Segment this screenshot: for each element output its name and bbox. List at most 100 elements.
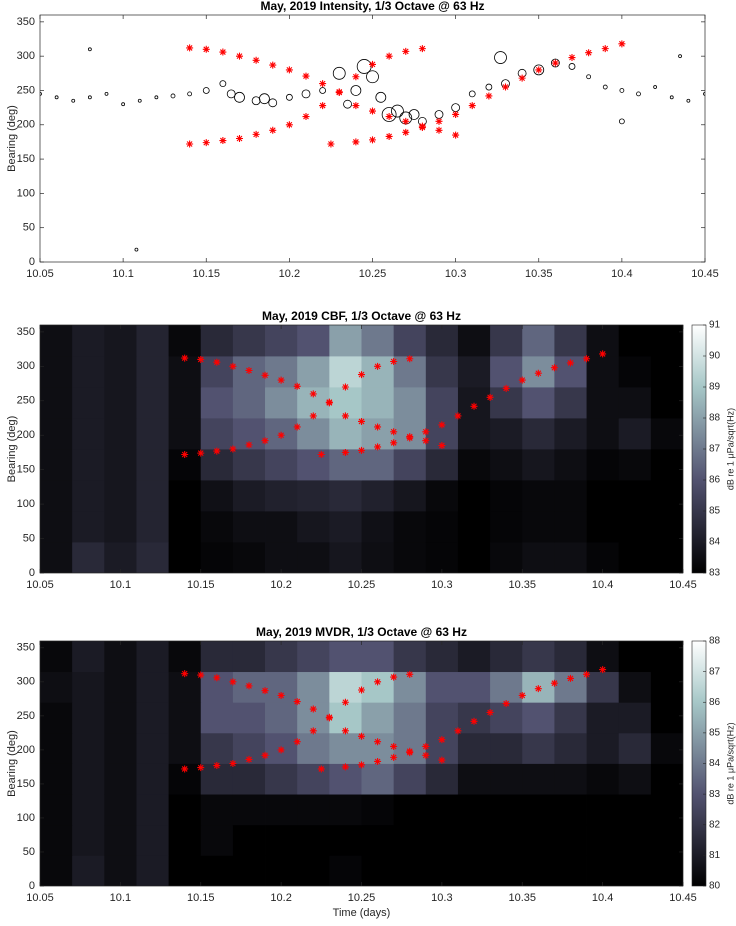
heatmap-cell: [554, 418, 587, 450]
heatmap-cell: [297, 794, 330, 826]
track-point: [325, 398, 333, 406]
heatmap-cell: [457, 480, 491, 512]
heatmap-cell: [650, 702, 683, 734]
scatter-point: [375, 91, 387, 103]
heatmap-cell: [490, 449, 523, 481]
track-point: [341, 698, 349, 706]
track-point: [181, 670, 189, 678]
track-point: [277, 691, 285, 699]
heatmap-cell: [650, 387, 683, 419]
track-point: [601, 45, 609, 53]
heatmap-cell: [650, 641, 683, 673]
scatter-point: [669, 95, 674, 100]
track-point: [341, 727, 349, 735]
heatmap-cell: [490, 732, 523, 764]
x-tick-label: 10.2: [270, 579, 291, 591]
colorbar-tick-label: 90: [709, 351, 721, 362]
heatmap-cell: [200, 418, 234, 450]
track-point: [245, 682, 253, 690]
heatmap-cell: [72, 480, 105, 512]
heatmap-cell: [361, 855, 395, 886]
heatmap-cell: [136, 480, 169, 512]
track-point: [341, 383, 349, 391]
track-point: [245, 441, 253, 449]
heatmap-cell: [329, 671, 362, 703]
heatmap-cell: [72, 511, 105, 543]
y-tick-label: 350: [17, 642, 35, 654]
heatmap-cell: [72, 702, 105, 734]
track-point: [341, 763, 349, 771]
y-tick-label: 0: [29, 256, 35, 268]
track-point: [374, 678, 382, 686]
heatmap-cell: [200, 794, 234, 826]
heatmap-cell: [425, 387, 459, 419]
heatmap-cell: [200, 702, 234, 734]
track-point: [435, 117, 443, 125]
heatmap-cell: [361, 794, 395, 826]
heatmap-cell: [554, 325, 587, 357]
heatmap-cell: [136, 449, 169, 481]
x-tick-label: 10.15: [192, 268, 220, 280]
y-tick-label: 150: [17, 778, 35, 790]
scatter-point: [71, 98, 76, 103]
heatmap-cell: [522, 732, 555, 764]
heatmap-cell: [136, 702, 169, 734]
colorbar-tick-label: 86: [709, 697, 721, 708]
scatter-point: [550, 58, 560, 68]
scatter-point: [636, 91, 641, 97]
colorbar-tick-label: 84: [709, 537, 721, 548]
track-point: [406, 355, 414, 363]
y-tick-label: 350: [17, 326, 35, 338]
scatter-point: [343, 99, 352, 109]
track-point: [599, 350, 607, 358]
heatmap-cell: [586, 418, 620, 450]
track-point: [502, 384, 510, 392]
track-point: [269, 61, 277, 69]
heatmap-cell: [104, 641, 137, 673]
x-tick-label: 10.1: [110, 892, 131, 904]
heatmap-cell: [329, 480, 362, 512]
heatmap-cell: [586, 356, 620, 388]
heatmap-cell: [104, 763, 137, 795]
heatmap-cell: [393, 824, 427, 856]
track-point: [438, 442, 446, 450]
track-point: [390, 439, 398, 447]
heatmap-cell: [297, 671, 330, 703]
heatmap-cell: [457, 824, 491, 856]
x-tick-label: 10.3: [445, 268, 466, 280]
heatmap-cell: [232, 511, 266, 543]
track-point: [486, 393, 494, 401]
colorbar-tick-label: 85: [709, 728, 721, 739]
scatter-point: [618, 118, 625, 125]
y-tick-label: 50: [23, 532, 35, 544]
x-tick-label: 10.1: [112, 268, 133, 280]
heatmap-cell: [265, 387, 298, 419]
heatmap-cell: [232, 542, 266, 573]
scatter-point: [686, 98, 691, 103]
heatmap-cell: [393, 542, 427, 573]
track-point: [261, 751, 269, 759]
heatmap-cell: [425, 794, 459, 826]
heatmap-cell: [586, 480, 620, 512]
heatmap-cell: [168, 511, 202, 543]
x-tick-label: 10.3: [431, 579, 452, 591]
track-point: [566, 359, 574, 367]
heatmap-cell: [425, 356, 459, 388]
heatmap-cell: [554, 387, 587, 419]
heatmap-cell: [297, 449, 330, 481]
heatmap-cell: [586, 511, 620, 543]
heatmap-cell: [168, 794, 202, 826]
heatmap-cell: [522, 763, 555, 795]
heatmap-cell: [425, 763, 459, 795]
heatmap-cell: [232, 641, 266, 673]
track-point: [452, 110, 460, 118]
track-point: [186, 140, 194, 148]
heatmap-cell: [329, 732, 362, 764]
track-point: [583, 355, 591, 363]
track-point: [319, 102, 327, 110]
heatmap-cell: [490, 641, 523, 673]
heatmap-cell: [40, 641, 73, 673]
scatter-point: [703, 92, 705, 96]
track-point: [219, 48, 227, 56]
scatter-point: [154, 95, 159, 100]
